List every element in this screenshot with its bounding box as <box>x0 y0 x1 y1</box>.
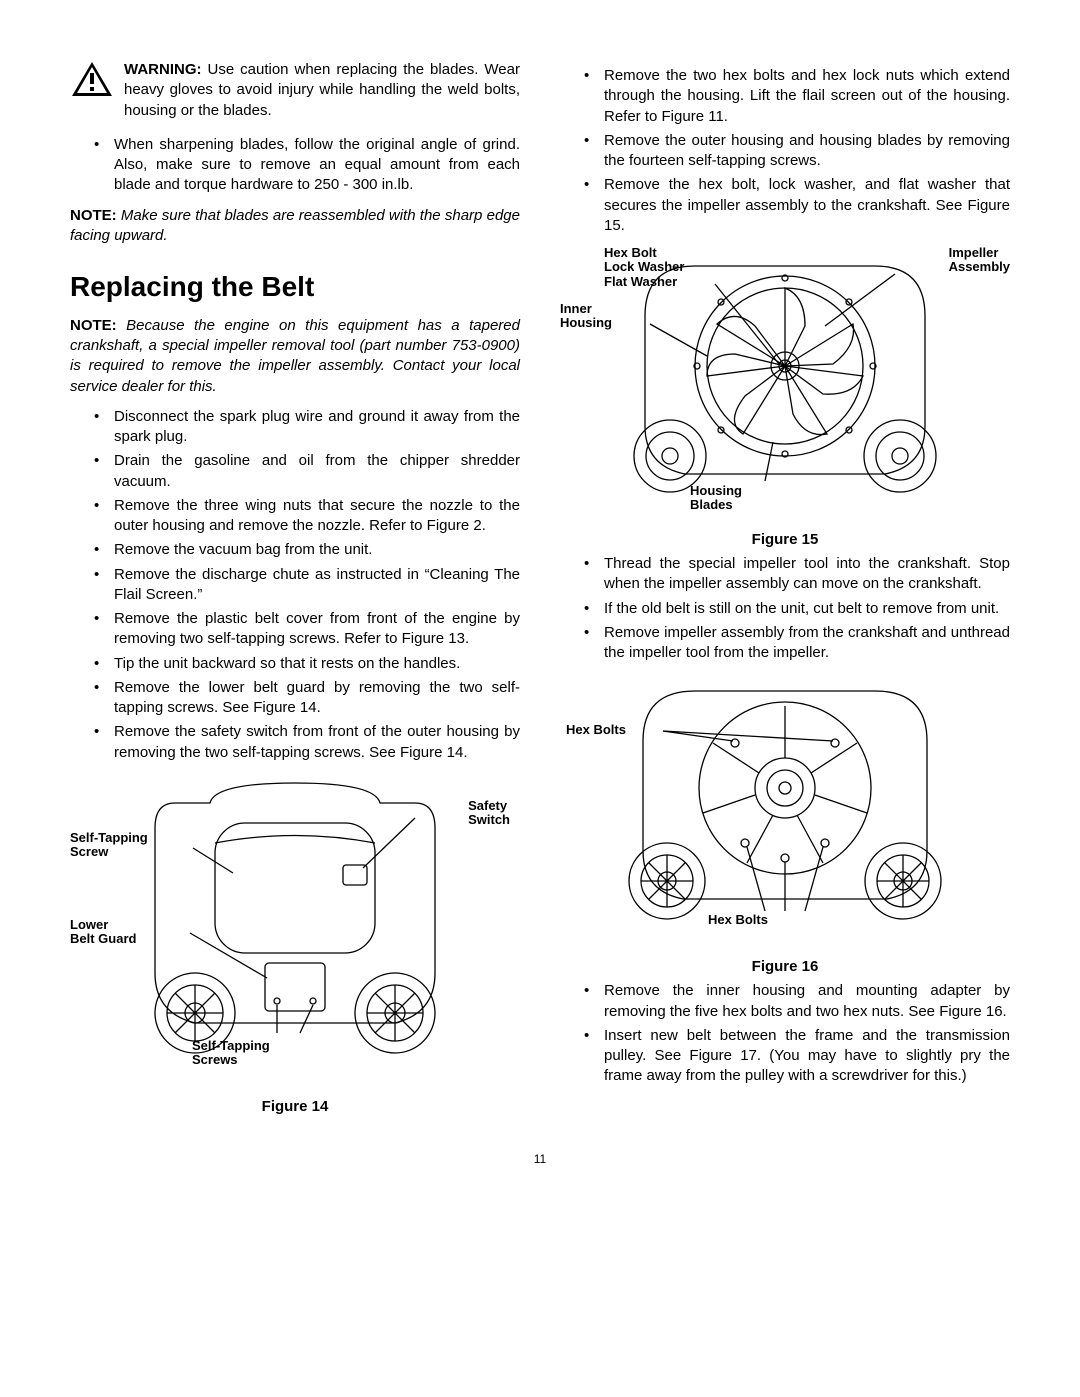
list-item: Thread the special impeller tool into th… <box>584 554 1010 595</box>
list-item: Remove the inner housing and mounting ad… <box>584 981 1010 1022</box>
fig14-label-safety-switch: SafetySwitch <box>468 799 510 828</box>
list-item: Disconnect the spark plug wire and groun… <box>94 407 520 448</box>
list-item: Insert new belt between the frame and th… <box>584 1026 1010 1087</box>
fig15-caption: Figure 15 <box>560 530 1010 550</box>
page-number: 11 <box>70 1151 1010 1167</box>
list-item: Remove the three wing nuts that secure t… <box>94 496 520 537</box>
fig14-label-self-tapping-screw: Self-TappingScrew <box>70 831 148 860</box>
bullets-top-right: Remove the two hex bolts and hex lock nu… <box>560 66 1010 236</box>
fig15-label-inner-housing: InnerHousing <box>560 302 612 331</box>
list-item: Remove the safety switch from front of t… <box>94 722 520 763</box>
bullets-top-left: When sharpening blades, follow the origi… <box>70 135 520 196</box>
fig14-diagram <box>115 773 475 1093</box>
list-item: Drain the gasoline and oil from the chip… <box>94 451 520 492</box>
fig16-label-hex-bolts-bottom: Hex Bolts <box>708 913 768 927</box>
fig14-caption: Figure 14 <box>70 1097 520 1117</box>
fig14-label-self-tapping-screws: Self-TappingScrews <box>192 1039 270 1068</box>
fig16-label-hex-bolts-top: Hex Bolts <box>566 723 626 737</box>
page-content: WARNING: Use caution when replacing the … <box>70 60 1010 1121</box>
list-item: If the old belt is still on the unit, cu… <box>584 599 1010 619</box>
list-item: Tip the unit backward so that it rests o… <box>94 654 520 674</box>
list-item: Remove the discharge chute as instructed… <box>94 565 520 606</box>
list-item: Remove the vacuum bag from the unit. <box>94 540 520 560</box>
bullets-mid-right: Thread the special impeller tool into th… <box>560 554 1010 663</box>
fig14-label-lower-belt-guard: LowerBelt Guard <box>70 918 136 947</box>
bullets-main-left: Disconnect the spark plug wire and groun… <box>70 407 520 763</box>
list-item: Remove the hex bolt, lock washer, and fl… <box>584 175 1010 236</box>
note-label: NOTE: <box>70 207 117 224</box>
section-heading: Replacing the Belt <box>70 268 520 306</box>
list-item: Remove the lower belt guard by removing … <box>94 678 520 719</box>
note-2: NOTE: Because the engine on this equipme… <box>70 316 520 397</box>
fig16-diagram <box>595 673 975 953</box>
note-1: NOTE: Make sure that blades are reassemb… <box>70 206 520 247</box>
warning-text: WARNING: Use caution when replacing the … <box>124 60 520 121</box>
list-item: Remove the plastic belt cover from front… <box>94 609 520 650</box>
fig15-label-impeller: ImpellerAssembly <box>949 246 1010 275</box>
list-item: When sharpening blades, follow the origi… <box>94 135 520 196</box>
warning-icon <box>70 60 114 98</box>
bullets-bottom-right: Remove the inner housing and mounting ad… <box>560 981 1010 1086</box>
figure-16: Hex Bolts Hex Bolts <box>560 673 1010 973</box>
list-item: Remove impeller assembly from the cranks… <box>584 623 1010 664</box>
warning-label: WARNING: <box>124 61 202 78</box>
figure-15: Hex BoltLock WasherFlat Washer ImpellerA… <box>560 246 1010 546</box>
right-column: Remove the two hex bolts and hex lock nu… <box>560 60 1010 1121</box>
warning-block: WARNING: Use caution when replacing the … <box>70 60 520 121</box>
fig16-caption: Figure 16 <box>560 957 1010 977</box>
note-text: Make sure that blades are reassembled wi… <box>70 207 520 244</box>
fig15-label-hex-bolt: Hex BoltLock WasherFlat Washer <box>604 246 684 289</box>
figure-14: SafetySwitch Self-TappingScrew LowerBelt… <box>70 773 520 1113</box>
list-item: Remove the outer housing and housing bla… <box>584 131 1010 172</box>
note-text: Because the engine on this equipment has… <box>70 317 520 395</box>
left-column: WARNING: Use caution when replacing the … <box>70 60 520 1121</box>
note-label: NOTE: <box>70 317 117 334</box>
fig15-label-housing-blades: HousingBlades <box>690 484 742 513</box>
list-item: Remove the two hex bolts and hex lock nu… <box>584 66 1010 127</box>
